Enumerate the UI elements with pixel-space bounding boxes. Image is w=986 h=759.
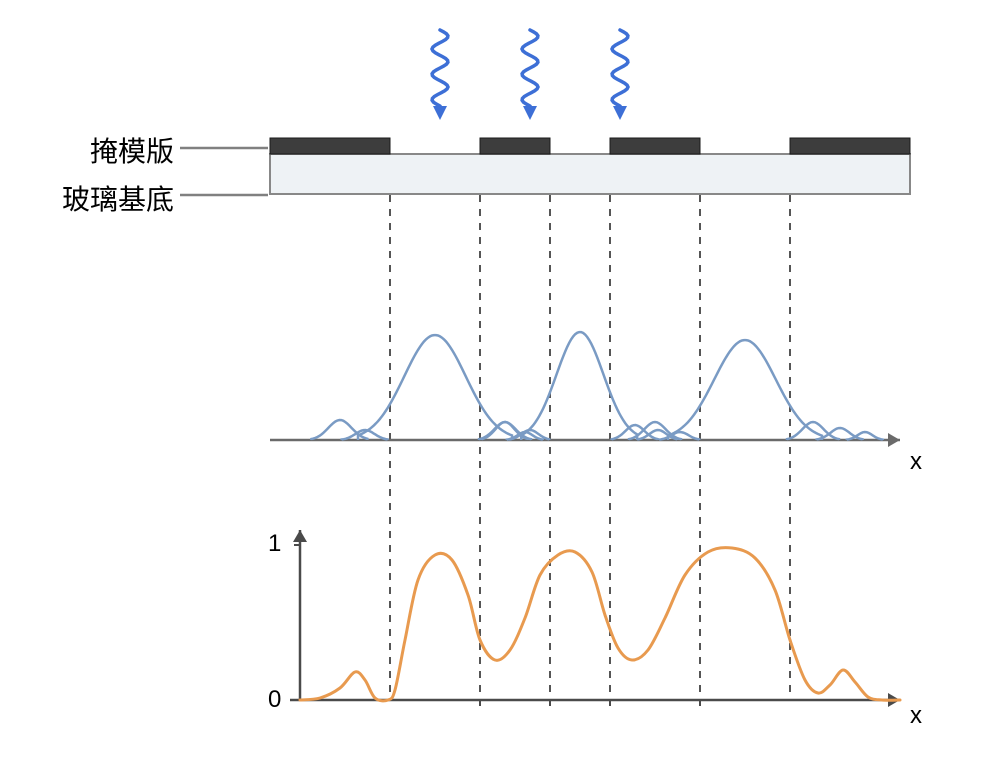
diffraction-x-label: x	[910, 448, 922, 476]
incident-light-group	[432, 30, 628, 120]
main-svg	[0, 0, 986, 759]
y-tick-1: 1	[268, 530, 281, 558]
glass-substrate-label: 玻璃基底	[62, 178, 174, 218]
intensity-plot-group	[290, 530, 900, 707]
y-tick-0: 0	[268, 686, 281, 714]
intensity-x-label: x	[910, 702, 922, 730]
diagram-container: { "labels": { "mask": "掩模版", "glass_subs…	[0, 0, 986, 759]
mask-structure-group	[270, 138, 910, 194]
diffraction-plot-group	[270, 332, 900, 447]
dashed-lines-group	[390, 195, 790, 700]
mask-label: 掩模版	[90, 130, 174, 170]
